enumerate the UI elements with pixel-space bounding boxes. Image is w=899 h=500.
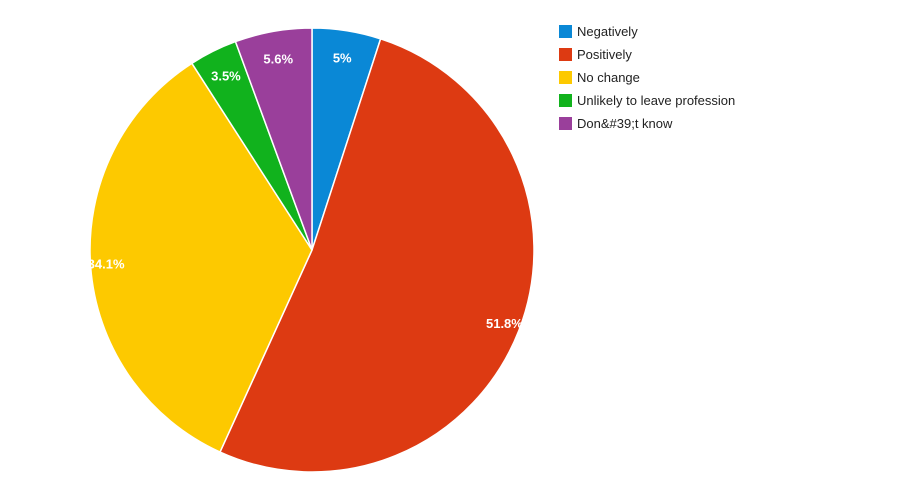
pie-slice	[234, 27, 313, 251]
pie-slice-label: 5.6%	[263, 51, 293, 66]
legend-label: No change	[577, 70, 640, 85]
legend-item: Positively	[559, 47, 632, 62]
pie-slice-label: 3.5%	[211, 69, 241, 84]
legend-label: Negatively	[577, 24, 638, 39]
legend-item: No change	[559, 70, 640, 85]
pie-slice-label: 5%	[333, 51, 352, 66]
pie-slices	[89, 27, 535, 473]
pie-slice-label: 51.8%	[486, 316, 523, 331]
legend-item: Don&#39;t know	[559, 116, 673, 131]
legend-swatch	[559, 48, 572, 61]
pie-slice	[89, 62, 313, 454]
legend-item: Negatively	[559, 24, 638, 39]
pie-slice-label: 34.1%	[88, 256, 125, 271]
legend-swatch	[559, 25, 572, 38]
pie-slice	[219, 37, 535, 473]
legend-label: Positively	[577, 47, 632, 62]
legend-swatch	[559, 94, 572, 107]
legend-swatch	[559, 71, 572, 84]
legend-item: Unlikely to leave profession	[559, 93, 735, 108]
legend-label: Don&#39;t know	[577, 116, 673, 131]
legend: Negatively Positively No change Unlikely to…	[559, 24, 735, 131]
pie-slice-labels: 5% 51.8% 34.1% 3.5% 5.6%	[88, 51, 524, 332]
legend-label: Unlikely to leave profession	[577, 93, 735, 108]
legend-swatch	[559, 117, 572, 130]
